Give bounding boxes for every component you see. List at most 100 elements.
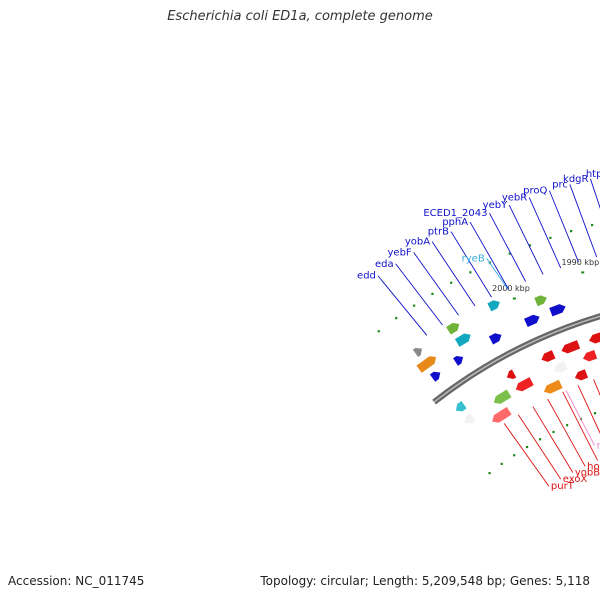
reverse-gene-shape xyxy=(582,350,598,362)
map-title: Escherichia coli ED1a, complete genome xyxy=(167,9,433,24)
reverse-gene-shape xyxy=(543,379,563,394)
reverse-gene xyxy=(554,361,568,373)
forward-gene xyxy=(453,355,464,366)
backbone-layer xyxy=(432,313,600,405)
reverse-gene-leader xyxy=(503,423,550,487)
reverse-gene-shape xyxy=(492,406,512,423)
genome-info-text: Topology: circular; Length: 5,209,548 bp… xyxy=(260,574,590,588)
forward-gene xyxy=(534,295,547,307)
forward-gene-shape xyxy=(429,371,441,382)
reverse-gene-shape xyxy=(561,340,581,354)
reverse-gene-leader xyxy=(532,406,574,473)
forward-rna-leader xyxy=(486,258,509,290)
reverse-gene xyxy=(455,401,467,412)
forward-gene xyxy=(524,314,540,327)
forward-gene-leader xyxy=(469,221,509,290)
forward-gene-shape xyxy=(412,347,423,358)
forward-gene-label: proQ xyxy=(523,186,547,197)
reverse-gene-shape xyxy=(589,332,600,344)
forward-gene-shape xyxy=(446,322,460,335)
forward-gene-label: ECED1_2043 xyxy=(423,208,487,219)
outer-tick-dot xyxy=(395,317,398,320)
forward-gene-label: yebY xyxy=(483,200,508,211)
reverse-gene xyxy=(492,406,512,423)
reverse-gene-label: exoX xyxy=(563,474,588,485)
reverse-gene xyxy=(493,389,512,404)
reverse-gene xyxy=(506,369,517,380)
reverse-gene-label: yobB xyxy=(575,468,600,479)
inner-tick-dot xyxy=(539,438,542,441)
inner-tick-dot xyxy=(525,445,529,449)
forward-gene xyxy=(412,347,423,358)
accession-text: Accession: NC_011745 xyxy=(8,574,145,588)
reverse-gene xyxy=(561,340,581,354)
inner-tick-dot xyxy=(565,424,569,427)
forward-gene-leader xyxy=(489,213,527,282)
reverse-gene-shape xyxy=(515,377,534,392)
reverse-gene-shape xyxy=(506,369,517,380)
forward-gene-shape xyxy=(487,300,500,312)
forward-gene-leader xyxy=(431,241,476,307)
forward-gene-shape xyxy=(453,355,464,366)
forward-gene xyxy=(416,356,437,373)
forward-gene-label: kdgR xyxy=(563,174,588,185)
reverse-rna-label: ryeA xyxy=(597,441,600,452)
forward-gene-label: ptrB xyxy=(428,227,449,238)
outer-tick-dot xyxy=(469,271,472,274)
label-layer: yeaEmipAECED1_1994yeaMyeaSyeaRrndyoaGyea… xyxy=(357,169,600,492)
scale-label: 1990 kbp xyxy=(561,258,599,267)
forward-gene xyxy=(488,333,502,345)
reverse-gene-leader xyxy=(577,385,600,434)
forward-gene-label: htpX xyxy=(586,169,600,180)
reverse-gene-label: holE xyxy=(587,461,600,472)
reverse-gene-leader xyxy=(562,391,599,461)
forward-gene-leader xyxy=(508,204,544,275)
outer-tick-dot xyxy=(528,244,532,247)
reverse-gene-shape xyxy=(464,413,476,424)
inner-tick-dot xyxy=(552,430,555,434)
forward-gene-shape xyxy=(534,295,547,307)
reverse-gene-leader xyxy=(593,379,600,396)
inner-tick-dot xyxy=(593,412,597,415)
inner-tick-dot xyxy=(488,471,491,475)
forward-gene-shape xyxy=(488,333,502,345)
forward-rna-label: ryeB xyxy=(462,253,485,264)
forward-gene-leader xyxy=(569,184,598,258)
outer-tick-dot xyxy=(591,224,594,227)
reverse-gene-shape xyxy=(493,389,512,404)
outer-tick-dot xyxy=(570,229,573,233)
scale-tick xyxy=(581,271,585,274)
reverse-gene-shape xyxy=(554,361,568,373)
forward-gene-leader xyxy=(377,275,428,336)
reverse-gene xyxy=(543,379,563,394)
label-line-layer xyxy=(377,178,600,487)
forward-gene-shape xyxy=(549,304,566,317)
forward-gene-label: pphA xyxy=(442,217,468,228)
inner-tick-dot xyxy=(513,454,516,457)
scale-tick xyxy=(512,297,516,300)
reverse-gene-leader xyxy=(517,414,562,480)
forward-gene-label: yebR xyxy=(502,192,527,203)
outer-tick-dot xyxy=(431,292,434,295)
forward-gene-label: edd xyxy=(357,271,376,282)
feature-layer xyxy=(412,295,600,424)
forward-gene-shape xyxy=(524,314,540,327)
reverse-gene-leader xyxy=(547,398,586,467)
forward-gene xyxy=(429,371,441,382)
forward-gene xyxy=(549,304,566,317)
outer-tick-dot xyxy=(413,304,416,307)
outer-tick-dot xyxy=(450,281,453,284)
reverse-gene xyxy=(464,413,476,424)
reverse-gene xyxy=(515,377,534,392)
reverse-gene-shape xyxy=(574,369,589,381)
reverse-gene xyxy=(582,350,598,362)
forward-gene-label: eda xyxy=(375,259,394,270)
tick-layer: 1930 kbp1940 kbp1950 kbp1960 kbp1970 kbp… xyxy=(377,224,599,475)
outer-tick-dot xyxy=(508,252,511,255)
forward-gene-leader xyxy=(549,190,579,263)
forward-gene-label: yebF xyxy=(388,247,412,258)
forward-gene-leader xyxy=(590,178,600,210)
outer-tick-dot xyxy=(377,330,380,333)
reverse-gene xyxy=(574,369,589,381)
